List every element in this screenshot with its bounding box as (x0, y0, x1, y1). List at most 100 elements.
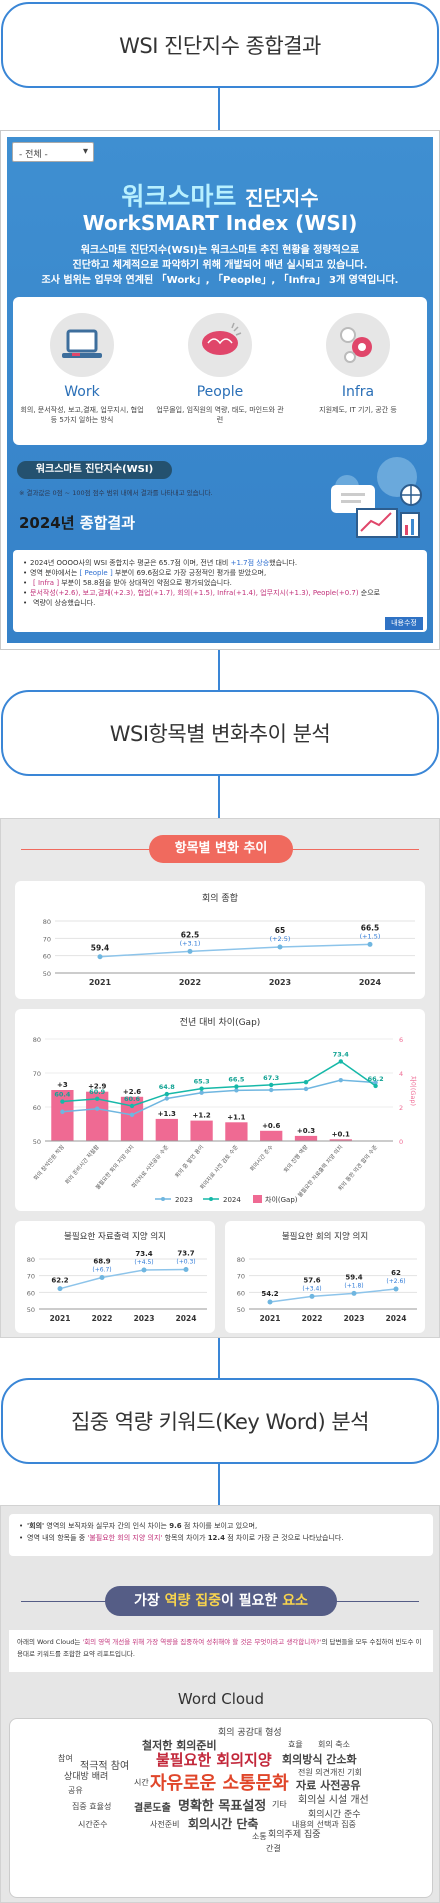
wordcloud-title: Word Cloud (177, 1690, 265, 1708)
result-label: 종합결과 (79, 514, 135, 532)
gap-label: +2.9 (88, 1083, 106, 1091)
chart-title: 불필요한 자료출력 지양 의지 (64, 1231, 166, 1242)
area-cards: Work 회의, 문서작성, 보고,결재, 업무지시, 협업 등 5가지 일하는… (13, 297, 427, 445)
data-point (57, 1286, 63, 1292)
data-label: 73.7 (177, 1250, 194, 1258)
x-tick-label: 회의자료 사전 검토 수준 (198, 1143, 240, 1191)
x-tick-label: 2023 (344, 1314, 365, 1323)
y2-tick-label: 0 (399, 1138, 403, 1146)
series-2023-point (234, 1088, 239, 1093)
connector-line (218, 1464, 220, 1505)
gap-label: +2.6 (123, 1088, 141, 1096)
data-point (99, 1275, 105, 1280)
data-label: 73.4 (135, 1250, 152, 1258)
x-tick-label: 2024 (176, 1314, 197, 1323)
y-tick-label: 70 (43, 935, 51, 943)
x-tick-label: 회의 중 발언 용이 (173, 1143, 205, 1179)
wsi-title-main: 워크스마트 (121, 182, 237, 211)
card-label: Infra (341, 384, 375, 400)
legend-marker-2024 (209, 1197, 213, 1201)
series-2023-point (129, 1112, 135, 1118)
desc-line: 진단하고 체계적으로 파악하기 위해 개발되어 매년 실시되고 있습니다. (72, 260, 368, 271)
gap-label: +1.2 (192, 1112, 210, 1120)
series-2024-point (129, 1103, 135, 1109)
gap-bar (86, 1091, 109, 1141)
edit-content-button[interactable]: 내용수정 (385, 617, 423, 630)
y-tick-label: 60 (237, 1289, 245, 1297)
data-point (141, 1267, 147, 1273)
section-title: WSI 진단지수 종합결과 (119, 34, 321, 58)
delta-label: (+1.5) (360, 932, 381, 940)
card-desc: 회의, 문서작성, 보고,결재, 업무지시, 협업 등 5가지 일하는 방식 (20, 406, 144, 424)
note-line: 영역 내의 항목들 중 '불필요한 회의 지양 의지' 항목의 차이가 12.4… (19, 1532, 423, 1544)
card-work: Work 회의, 문서작성, 보고,결재, 업무지시, 협업 등 5가지 일하는… (13, 297, 151, 445)
gap-label: +1.3 (158, 1110, 176, 1118)
trend-title: 항목별 변화 추이 (149, 835, 293, 863)
y-tick-label: 70 (237, 1273, 245, 1281)
y2-tick-label: 2 (399, 1104, 403, 1112)
data-label: 66.5 (361, 923, 380, 932)
word-cloud: 회의 공감대 형성 철저한 회의준비 효율 회의 축소 참여 적극적 참여 불필… (9, 1718, 433, 1898)
score-range-note: ※ 결과값은 0점 ~ 100점 점수 범위 내에서 결과를 나타내고 있습니다… (19, 489, 213, 497)
word: 결론도출 (134, 1803, 171, 1814)
point-label: 66.2 (368, 1075, 384, 1083)
word: 시간준수 (78, 1820, 108, 1829)
card-desc: 지원제도, IT 기기, 공간 등 (319, 406, 397, 414)
gap-bar (190, 1120, 213, 1141)
word: 기타 (272, 1800, 287, 1809)
filter-select[interactable]: - 전체 - (12, 142, 94, 162)
y-tick-label: 80 (237, 1256, 245, 1264)
word: 회의시간 준수 (308, 1810, 361, 1820)
word: 내용의 선택과 집중 (292, 1820, 356, 1829)
result-line: [ Infra ] 부분이 58.8점을 받아 상대적인 약점으로 평가되었습니… (23, 578, 417, 588)
y2-axis-label: 차이(Gap) (409, 1076, 418, 1106)
word: 사전준비 (150, 1820, 180, 1829)
series-2023-point (60, 1109, 65, 1114)
gap-bar (155, 1118, 178, 1141)
wsi-title-en: WorkSMART Index (WSI) (82, 211, 358, 235)
delta-label: (+2.5) (270, 935, 291, 943)
card-desc: 업무몰입, 임직원의 역량, 태도, 마인드와 관련 (156, 406, 284, 424)
trend-panel: 항목별 변화 추이 회의 종합 50 60 70 80 59.4 2021 62.5 (+3.1… (0, 818, 440, 1338)
point-label: 67.3 (263, 1074, 279, 1082)
data-point (97, 954, 103, 960)
x-tick-label: 2023 (269, 978, 291, 987)
series-2023-point (164, 1096, 169, 1101)
result-summary: 2024년 OOOO사의 WSI 종합지수 평균은 65.7점 이며, 전년 대… (13, 550, 427, 632)
wsi-title-sub: 진단지수 (245, 186, 319, 210)
legend-marker-gap (253, 1195, 262, 1203)
chart-gap: 전년 대비 차이(Gap) 50 60 70 80 0 2 4 6 차이(Gap) +3 +2.9 +2… (15, 1009, 425, 1211)
series-2023-point (95, 1106, 100, 1111)
gap-label: +0.3 (297, 1127, 315, 1135)
series-2024-point (338, 1059, 343, 1064)
card-people: People 업무몰입, 임직원의 역량, 태도, 마인드와 관련 (151, 297, 289, 445)
series-2024-point (373, 1083, 378, 1089)
note-line: '회의' 영역의 보직자와 실무자 간의 인식 차이는 9.6 점 차이를 보이… (19, 1520, 423, 1532)
series-2023-point (373, 1080, 378, 1085)
desc-line: 워크스마트 진단지수(WSI)는 워크스마트 추진 현황을 정량적으로 (80, 245, 360, 256)
data-point (393, 1286, 399, 1292)
x-tick-label: 2023 (134, 1314, 155, 1323)
legend-marker-2023 (161, 1197, 165, 1201)
keyword-note: '회의' 영역의 보직자와 실무자 간의 인식 차이는 9.6 점 차이를 보이… (9, 1514, 433, 1556)
y-tick-label: 50 (27, 1306, 35, 1314)
delta-label: (+6.7) (92, 1267, 111, 1274)
keyword-panel: '회의' 영역의 보직자와 실무자 간의 인식 차이는 9.6 점 차이를 보이… (0, 1505, 440, 1903)
gap-bar (225, 1122, 248, 1141)
word: 회의 축소 (318, 1740, 350, 1749)
result-line: 2024년 OOOO사의 WSI 종합지수 평균은 65.7점 이며, 전년 대… (23, 558, 417, 568)
series-2023-line (62, 1079, 376, 1116)
x-tick-label: 2022 (179, 978, 201, 987)
chart-print: 불필요한 자료출력 지양 의지 50 60 70 80 62.2 2021 68.9 (+6.7… (15, 1221, 215, 1333)
word: 전원 의견개진 기회 (298, 1768, 362, 1777)
chart-avoid-meeting: 불필요한 회의 지양 의지 50 60 70 80 54.2 2021 57.6 (+3.4) 2… (225, 1221, 425, 1333)
series-2024-line (62, 1060, 377, 1107)
wsi-description: 워크스마트 진단지수(WSI)는 워크스마트 추진 현황을 정량적으로 진단하고… (27, 243, 413, 288)
data-point (351, 1290, 357, 1296)
word: 소통 (252, 1832, 267, 1841)
gap-bar (120, 1096, 144, 1141)
series-line (269, 1288, 397, 1303)
wsi-summary-content: - 전체 - 워크스마트 진단지수 WorkSMART Index (WSI) … (7, 137, 433, 643)
wsi-badge: 워크스마트 진단지수(WSI) (17, 461, 172, 479)
